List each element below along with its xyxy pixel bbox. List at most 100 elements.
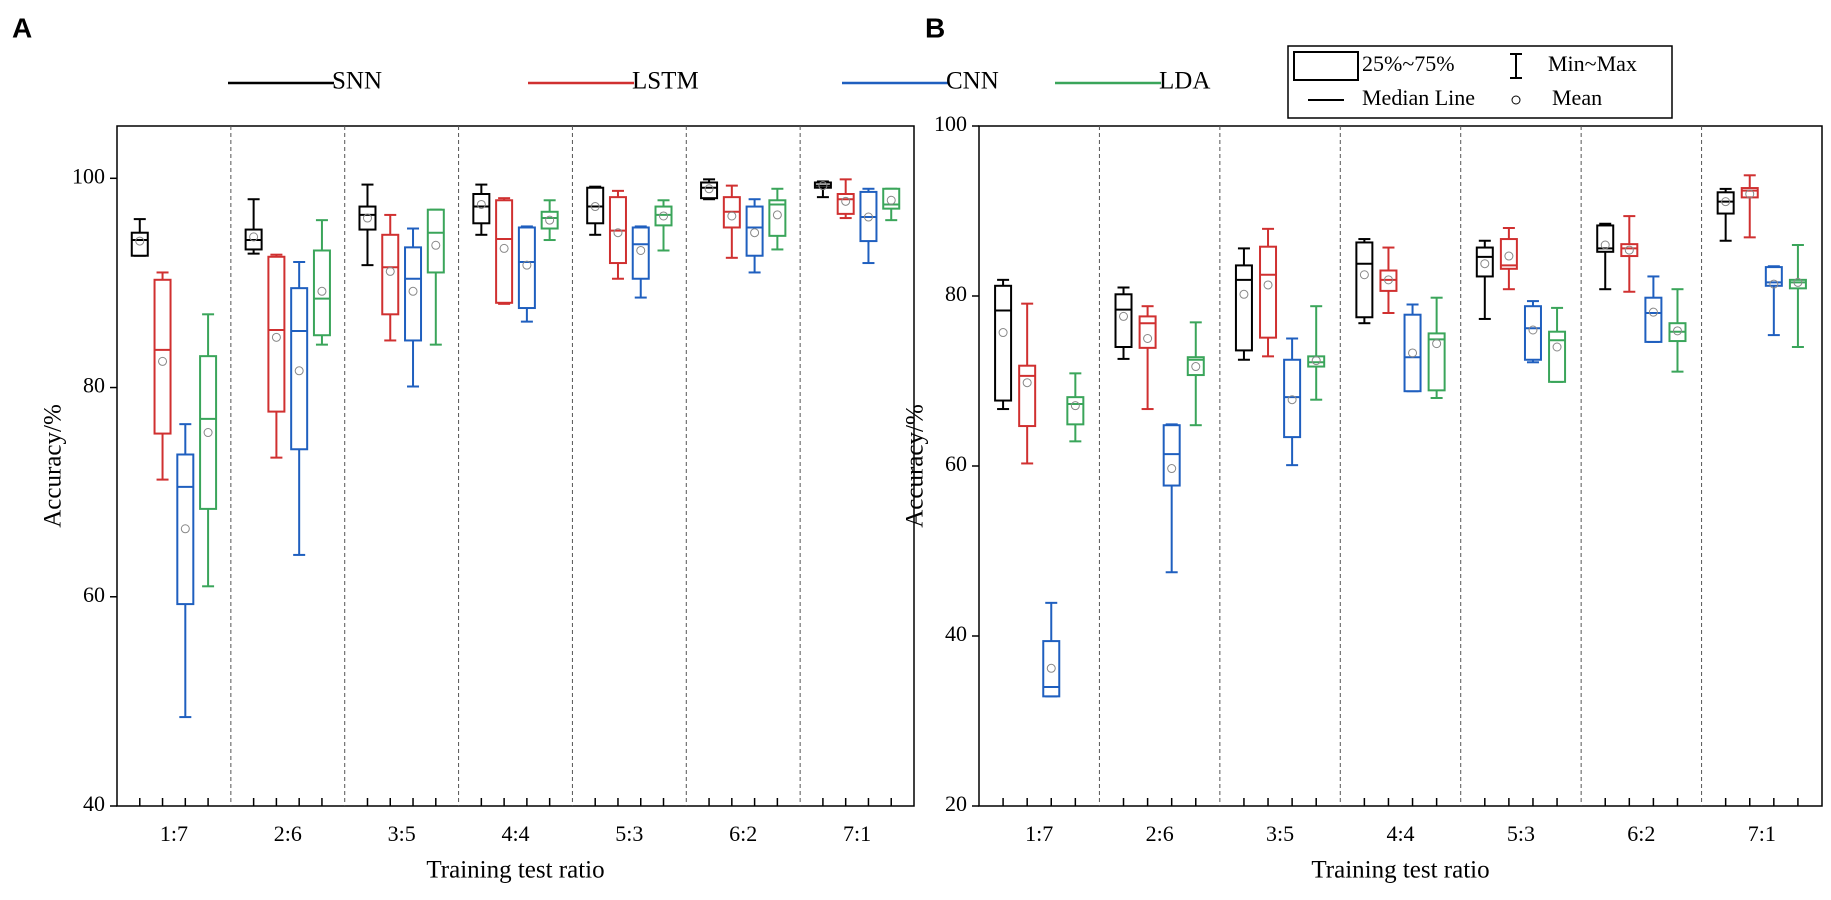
- mean-marker: [1408, 348, 1418, 358]
- y-tick-label: 60: [945, 451, 967, 476]
- mean-marker: [1624, 245, 1634, 255]
- y-tick-label: 80: [945, 281, 967, 306]
- box: [1716, 191, 1735, 215]
- y-axis-label: Accuracy/%: [902, 404, 929, 528]
- box-group: [199, 313, 218, 588]
- box-group: [745, 198, 764, 274]
- mean-marker: [385, 266, 395, 276]
- box: [1548, 330, 1567, 383]
- box-group: [654, 199, 673, 252]
- box: [404, 246, 423, 342]
- box-group: [768, 187, 787, 251]
- mean-marker: [1239, 289, 1249, 299]
- mean-marker: [1191, 362, 1201, 372]
- box-group: [700, 178, 719, 201]
- mean-marker: [1769, 279, 1779, 289]
- box: [1764, 266, 1783, 287]
- box-group: [1548, 306, 1567, 383]
- x-tick-label: 7:1: [1748, 821, 1776, 846]
- box: [1403, 313, 1422, 393]
- x-axis-label: Training test ratio: [1311, 857, 1489, 884]
- mean-marker: [1119, 311, 1129, 321]
- x-tick-label: 5:3: [615, 821, 643, 846]
- mean-marker: [1311, 356, 1321, 366]
- box-legend-text: 25%~75%: [1362, 51, 1455, 76]
- legend-mean-icon: [1511, 95, 1521, 105]
- mean-marker: [750, 228, 760, 238]
- box: [540, 210, 559, 230]
- box: [1234, 264, 1253, 352]
- y-axis-label: Accuracy/%: [40, 404, 67, 528]
- box: [1283, 358, 1302, 439]
- mean-marker: [1648, 307, 1658, 317]
- mean-marker: [841, 196, 851, 206]
- box-group: [631, 225, 650, 299]
- box: [1620, 243, 1639, 258]
- box-group: [1379, 246, 1398, 314]
- box-group: [994, 278, 1013, 411]
- x-tick-label: 6:2: [729, 821, 757, 846]
- mean-marker: [545, 215, 555, 225]
- mean-marker: [158, 356, 168, 366]
- box-group: [1620, 215, 1639, 293]
- box: [1740, 187, 1759, 199]
- y-tick-label: 80: [83, 373, 105, 398]
- box-group: [153, 271, 172, 481]
- mean-marker: [362, 213, 372, 223]
- mean-marker: [590, 202, 600, 212]
- mean-marker: [1480, 259, 1490, 269]
- box-group: [1403, 303, 1422, 393]
- mean-marker: [1167, 464, 1177, 474]
- box-group: [1234, 247, 1253, 361]
- x-tick-label: 1:7: [1025, 821, 1053, 846]
- mean-marker: [1600, 240, 1610, 250]
- mean-marker: [1745, 189, 1755, 199]
- box: [495, 199, 514, 304]
- legend-text: LDA: [1159, 68, 1210, 95]
- mean-marker: [727, 211, 737, 221]
- box-group: [472, 183, 491, 236]
- mean-marker: [998, 328, 1008, 338]
- x-tick-label: 6:2: [1627, 821, 1655, 846]
- box: [768, 199, 787, 237]
- mean-marker: [135, 236, 145, 246]
- box-group: [1644, 275, 1663, 343]
- box-group: [859, 187, 878, 265]
- box-group: [1018, 302, 1037, 465]
- box-group: [836, 178, 855, 220]
- mean-marker: [818, 181, 828, 191]
- box-group: [1716, 187, 1735, 242]
- panel-label: A: [12, 12, 32, 43]
- mean-marker: [1046, 663, 1056, 673]
- x-tick-label: 4:4: [1386, 821, 1414, 846]
- box-group: [1596, 222, 1615, 291]
- x-tick-label: 3:5: [388, 821, 416, 846]
- box: [631, 226, 650, 280]
- x-tick-label: 7:1: [843, 821, 871, 846]
- box-group: [722, 184, 741, 259]
- mean-marker: [271, 332, 281, 342]
- box-group: [608, 189, 627, 280]
- mean-marker: [613, 228, 623, 238]
- box-group: [381, 213, 400, 342]
- box-group: [1788, 244, 1807, 348]
- box: [994, 284, 1013, 402]
- y-tick-label: 100: [72, 163, 105, 188]
- box-group: [426, 208, 445, 346]
- box-group: [813, 180, 832, 199]
- x-tick-label: 3:5: [1266, 821, 1294, 846]
- box-group: [1162, 423, 1181, 574]
- mean-marker: [1432, 339, 1442, 349]
- box-group: [495, 197, 514, 305]
- mean-marker: [1143, 334, 1153, 343]
- box: [1475, 246, 1494, 278]
- mean-marker: [317, 286, 327, 296]
- x-tick-label: 5:3: [1507, 821, 1535, 846]
- box-group: [517, 225, 536, 323]
- mean-marker: [431, 240, 441, 250]
- mean-marker: [294, 366, 304, 376]
- box-group: [290, 261, 309, 556]
- box-legend-text: Median Line: [1362, 85, 1475, 110]
- legend-text: CNN: [946, 68, 999, 95]
